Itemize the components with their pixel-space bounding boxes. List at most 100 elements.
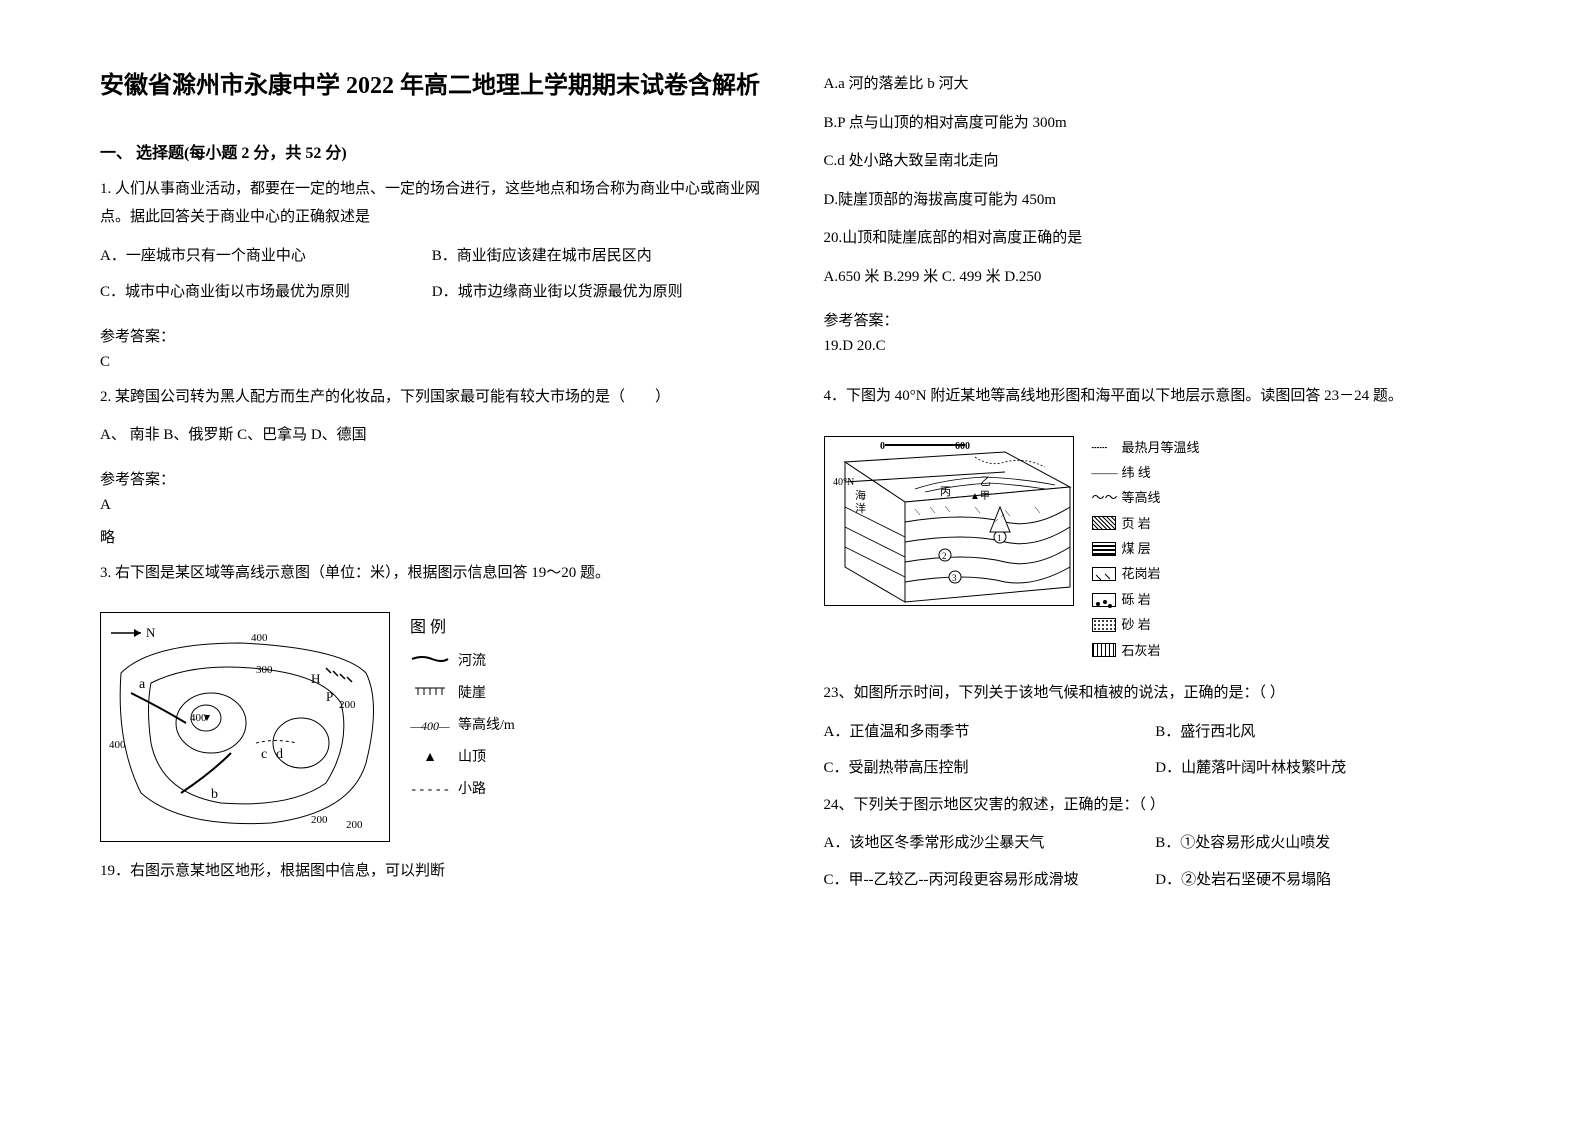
peak-icon: ▲	[410, 744, 450, 772]
svg-text:丙: 丙	[940, 486, 951, 498]
svg-text:▲甲: ▲甲	[970, 491, 990, 502]
svg-text:海: 海	[855, 488, 866, 502]
q24-row2: C．甲--乙较乙--丙河段更容易形成滑坡 D．②处岩石坚硬不易塌陷	[824, 866, 1488, 895]
q24-optD: D．②处岩石坚硬不易塌陷	[1155, 866, 1487, 895]
svg-text:c: c	[261, 747, 267, 762]
legend-contour: —400— 等高线/m	[410, 712, 515, 740]
legend-shale-label: 页 岩	[1122, 512, 1151, 535]
path-icon: - - - - -	[410, 776, 450, 804]
q19-optA: A.a 河的落差比 b 河大	[824, 70, 1488, 99]
latitude-icon: ——	[1092, 461, 1116, 484]
q2-note: 略	[100, 526, 764, 547]
svg-text:40°N: 40°N	[833, 477, 854, 488]
legend-limestone-label: 石灰岩	[1122, 639, 1161, 662]
q1-options-row2: C．城市中心商业街以市场最优为原则 D．城市边缘商业街以货源最优为原则	[100, 278, 764, 307]
q19-optD: D.陡崖顶部的海拔高度可能为 450m	[824, 186, 1488, 215]
q1-text: 1. 人们从事商业活动，都要在一定的地点、一定的场合进行，这些地点和场合称为商业…	[100, 175, 764, 232]
q20-options: A.650 米 B.299 米 C. 499 米 D.250	[824, 263, 1488, 292]
q1-optB: B．商业街应该建在城市居民区内	[432, 242, 764, 271]
q1-optD: D．城市边缘商业街以货源最优为原则	[432, 278, 764, 307]
legend-gravel-label: 砾 岩	[1122, 588, 1151, 611]
q1-optA: A．一座城市只有一个商业中心	[100, 242, 432, 271]
limestone-icon	[1092, 643, 1116, 657]
svg-text:a: a	[139, 677, 146, 692]
q1-answer: C	[100, 354, 764, 371]
svg-text:200: 200	[339, 699, 356, 711]
section-1-header: 一、 选择题(每小题 2 分，共 52 分)	[100, 139, 764, 163]
q20-text: 20.山顶和陡崖底部的相对高度正确的是	[824, 224, 1488, 253]
cliff-icon	[410, 680, 450, 708]
svg-text:600: 600	[955, 441, 970, 452]
legend-latitude-label: 纬 线	[1122, 461, 1151, 484]
q23-text: 23、如图所示时间，下列关于该地气候和植被的说法，正确的是：（ ）	[824, 679, 1488, 708]
legend-sand: 砂 岩	[1092, 613, 1200, 636]
contour-map: N 400 400 300 200 200 200 400	[100, 612, 390, 842]
svg-text:400: 400	[190, 712, 207, 724]
q2-text: 2. 某跨国公司转为黑人配方而生产的化妆品，下列国家最可能有较大市场的是（ ）	[100, 383, 764, 412]
geology-svg: 0 600 40°N 海 洋 丙 乙	[825, 437, 1075, 607]
q23-optC: C．受副热带高压控制	[824, 754, 1156, 783]
contour2-icon: 〜〜	[1092, 486, 1116, 509]
svg-text:200: 200	[346, 819, 363, 831]
legend-title-text: 图 例	[410, 612, 446, 644]
legend-river: 河流	[410, 648, 515, 676]
svg-text:H: H	[311, 671, 320, 686]
q19-text: 19．右图示意某地区地形，根据图中信息，可以判断	[100, 857, 764, 886]
legend-path: - - - - - 小路	[410, 776, 515, 804]
svg-text:400: 400	[251, 632, 268, 644]
contour-svg: N 400 400 300 200 200 200 400	[101, 613, 391, 843]
q19-20-answer: 19.D 20.C	[824, 338, 1488, 355]
legend-shale: 页 岩	[1092, 512, 1200, 535]
legend-coal: 煤 层	[1092, 537, 1200, 560]
svg-text:3: 3	[952, 573, 957, 583]
q4-figure: 0 600 40°N 海 洋 丙 乙	[824, 436, 1488, 665]
q19-20-answer-label: 参考答案：	[824, 309, 1488, 330]
geology-map: 0 600 40°N 海 洋 丙 乙	[824, 436, 1074, 606]
q19-optC: C.d 处小路大致呈南北走向	[824, 147, 1488, 176]
shale-icon	[1092, 516, 1116, 530]
legend-contour2: 〜〜 等高线	[1092, 486, 1200, 509]
q2-answer-label: 参考答案：	[100, 468, 764, 489]
svg-text:P: P	[326, 689, 333, 704]
legend-title: 图 例	[410, 612, 515, 644]
q4-text: 4．下图为 40°N 附近某地等高线地形图和海平面以下地层示意图。读图回答 23…	[824, 382, 1488, 411]
q3-legend: 图 例 河流 陡崖 —400— 等高线/m ▲ 山顶 - - - - - 小路	[410, 612, 515, 808]
gravel-icon	[1092, 593, 1116, 607]
q24-row1: A．该地区冬季常形成沙尘暴天气 B．①处容易形成火山喷发	[824, 829, 1488, 858]
legend-peak-label: 山顶	[458, 744, 486, 772]
q23-optA: A．正值温和多雨季节	[824, 718, 1156, 747]
svg-text:乙: 乙	[980, 475, 991, 488]
svg-text:200: 200	[311, 814, 328, 826]
legend-cliff: 陡崖	[410, 680, 515, 708]
coal-icon	[1092, 542, 1116, 556]
legend-hottest-label: 最热月等温线	[1122, 436, 1200, 459]
q23-row2: C．受副热带高压控制 D．山麓落叶阔叶林枝繁叶茂	[824, 754, 1488, 783]
granite-icon	[1092, 567, 1116, 581]
legend-sand-label: 砂 岩	[1122, 613, 1151, 636]
hottest-icon: ┄┄	[1092, 436, 1116, 459]
svg-text:N: N	[146, 625, 156, 640]
q4-legend: ┄┄ 最热月等温线 —— 纬 线 〜〜 等高线 页 岩 煤 层 花岗岩	[1092, 436, 1200, 665]
contour-icon: —400—	[410, 714, 450, 738]
exam-title: 安徽省滁州市永康中学 2022 年高二地理上学期期末试卷含解析	[100, 70, 764, 104]
svg-text:2: 2	[942, 551, 947, 561]
q24-optB: B．①处容易形成火山喷发	[1155, 829, 1487, 858]
q2-options: A、 南非 B、俄罗斯 C、巴拿马 D、德国	[100, 421, 764, 450]
legend-latitude: —— 纬 线	[1092, 461, 1200, 484]
legend-contour-label: 等高线/m	[458, 712, 515, 740]
legend-granite: 花岗岩	[1092, 562, 1200, 585]
svg-text:d: d	[276, 747, 283, 762]
svg-text:0: 0	[880, 441, 885, 452]
svg-text:300: 300	[256, 664, 273, 676]
q1-optC: C．城市中心商业街以市场最优为原则	[100, 278, 432, 307]
q24-text: 24、下列关于图示地区灾害的叙述，正确的是：（ ）	[824, 791, 1488, 820]
legend-river-label: 河流	[458, 648, 486, 676]
svg-text:1: 1	[997, 533, 1002, 543]
legend-limestone: 石灰岩	[1092, 639, 1200, 662]
q19-optB: B.P 点与山顶的相对高度可能为 300m	[824, 109, 1488, 138]
q24-optA: A．该地区冬季常形成沙尘暴天气	[824, 829, 1156, 858]
legend-granite-label: 花岗岩	[1122, 562, 1161, 585]
q3-figure: N 400 400 300 200 200 200 400	[100, 612, 764, 842]
q23-optB: B．盛行西北风	[1155, 718, 1487, 747]
q24-optC: C．甲--乙较乙--丙河段更容易形成滑坡	[824, 866, 1156, 895]
